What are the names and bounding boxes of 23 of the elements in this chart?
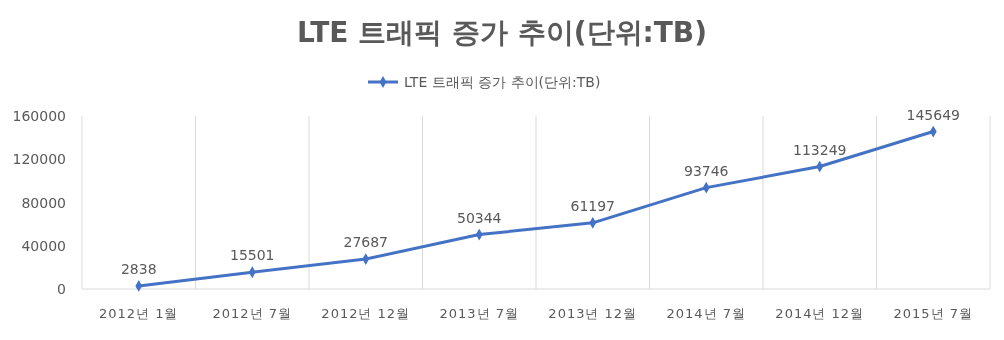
x-tick-label: 2014년 12월 <box>775 306 865 321</box>
y-tick-label: 160000 <box>12 108 66 124</box>
y-tick-label: 80000 <box>21 194 66 211</box>
x-tick-label: 2013년 12월 <box>548 306 638 321</box>
x-tick-label: 2013년 7월 <box>439 306 519 321</box>
data-label: 113249 <box>793 141 847 158</box>
data-label: 15501 <box>229 247 275 264</box>
data-label: 61197 <box>570 197 616 214</box>
data-label: 27687 <box>343 234 389 251</box>
x-tick-label: 2012년 12월 <box>321 306 411 321</box>
data-label: 50344 <box>456 209 502 226</box>
x-tick-label: 2014년 7월 <box>666 306 746 321</box>
x-tick-label: 2012년 7월 <box>212 306 292 321</box>
y-tick-label: 40000 <box>21 237 66 254</box>
y-tick-label: 120000 <box>12 151 66 168</box>
data-label: 2838 <box>120 260 157 277</box>
y-tick-label: 0 <box>57 281 66 297</box>
x-tick-label: 2012년 1월 <box>99 306 179 321</box>
data-label: 145649 <box>906 106 960 123</box>
legend-label: LTE 트래픽 증가 추이(단위:TB) <box>404 74 601 90</box>
data-label: 93746 <box>683 162 729 179</box>
chart-title: LTE 트래픽 증가 추이(단위:TB) <box>297 16 707 49</box>
x-tick-label: 2015년 7월 <box>893 306 973 321</box>
